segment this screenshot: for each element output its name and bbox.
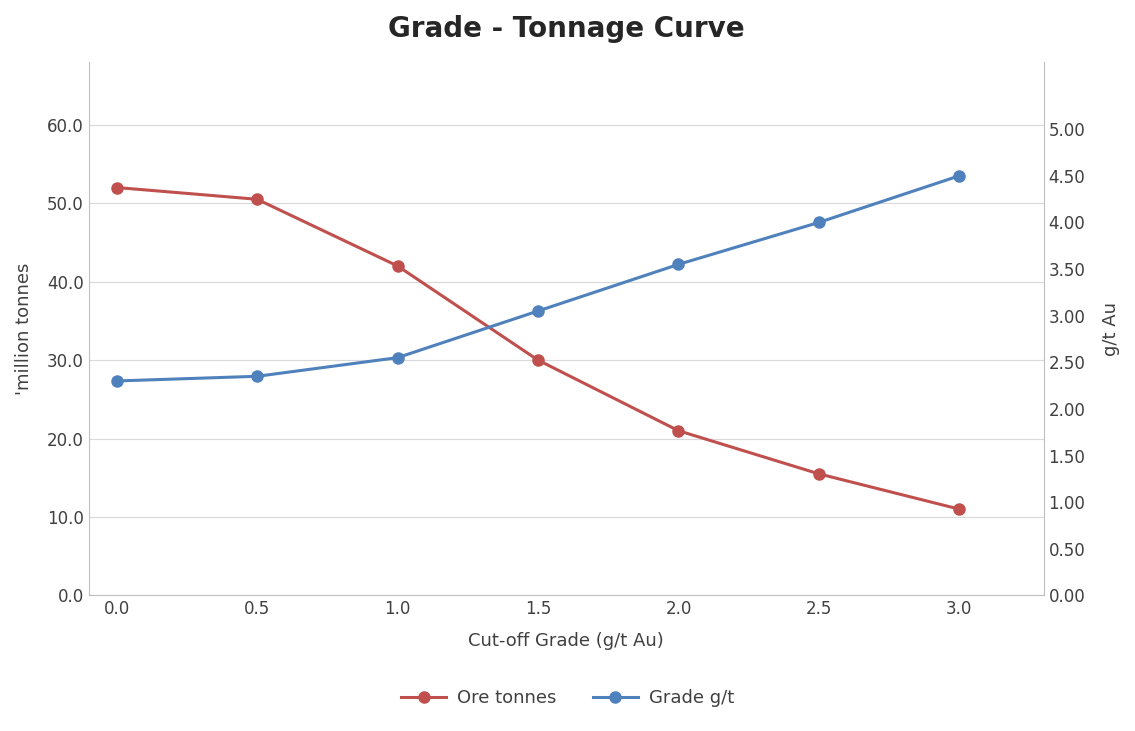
Y-axis label: 'million tonnes: 'million tonnes <box>15 262 33 395</box>
Grade g/t <box>110 376 124 385</box>
Ore tonnes <box>390 262 404 270</box>
Line: Ore tonnes: Ore tonnes <box>111 182 965 515</box>
Grade g/t <box>812 218 825 227</box>
Grade g/t <box>672 260 686 269</box>
Ore tonnes <box>952 505 966 514</box>
Y-axis label: g/t Au: g/t Au <box>1102 302 1120 356</box>
Grade g/t <box>531 306 545 315</box>
Grade g/t <box>952 171 966 180</box>
X-axis label: Cut-off Grade (g/t Au): Cut-off Grade (g/t Au) <box>469 632 664 650</box>
Ore tonnes <box>812 469 825 478</box>
Ore tonnes <box>672 426 686 435</box>
Title: Grade - Tonnage Curve: Grade - Tonnage Curve <box>388 15 745 43</box>
Ore tonnes <box>531 356 545 365</box>
Ore tonnes <box>251 195 264 204</box>
Grade g/t <box>390 353 404 362</box>
Line: Grade g/t: Grade g/t <box>111 170 965 387</box>
Ore tonnes <box>110 183 124 192</box>
Grade g/t <box>251 372 264 381</box>
Legend: Ore tonnes, Grade g/t: Ore tonnes, Grade g/t <box>394 682 741 715</box>
